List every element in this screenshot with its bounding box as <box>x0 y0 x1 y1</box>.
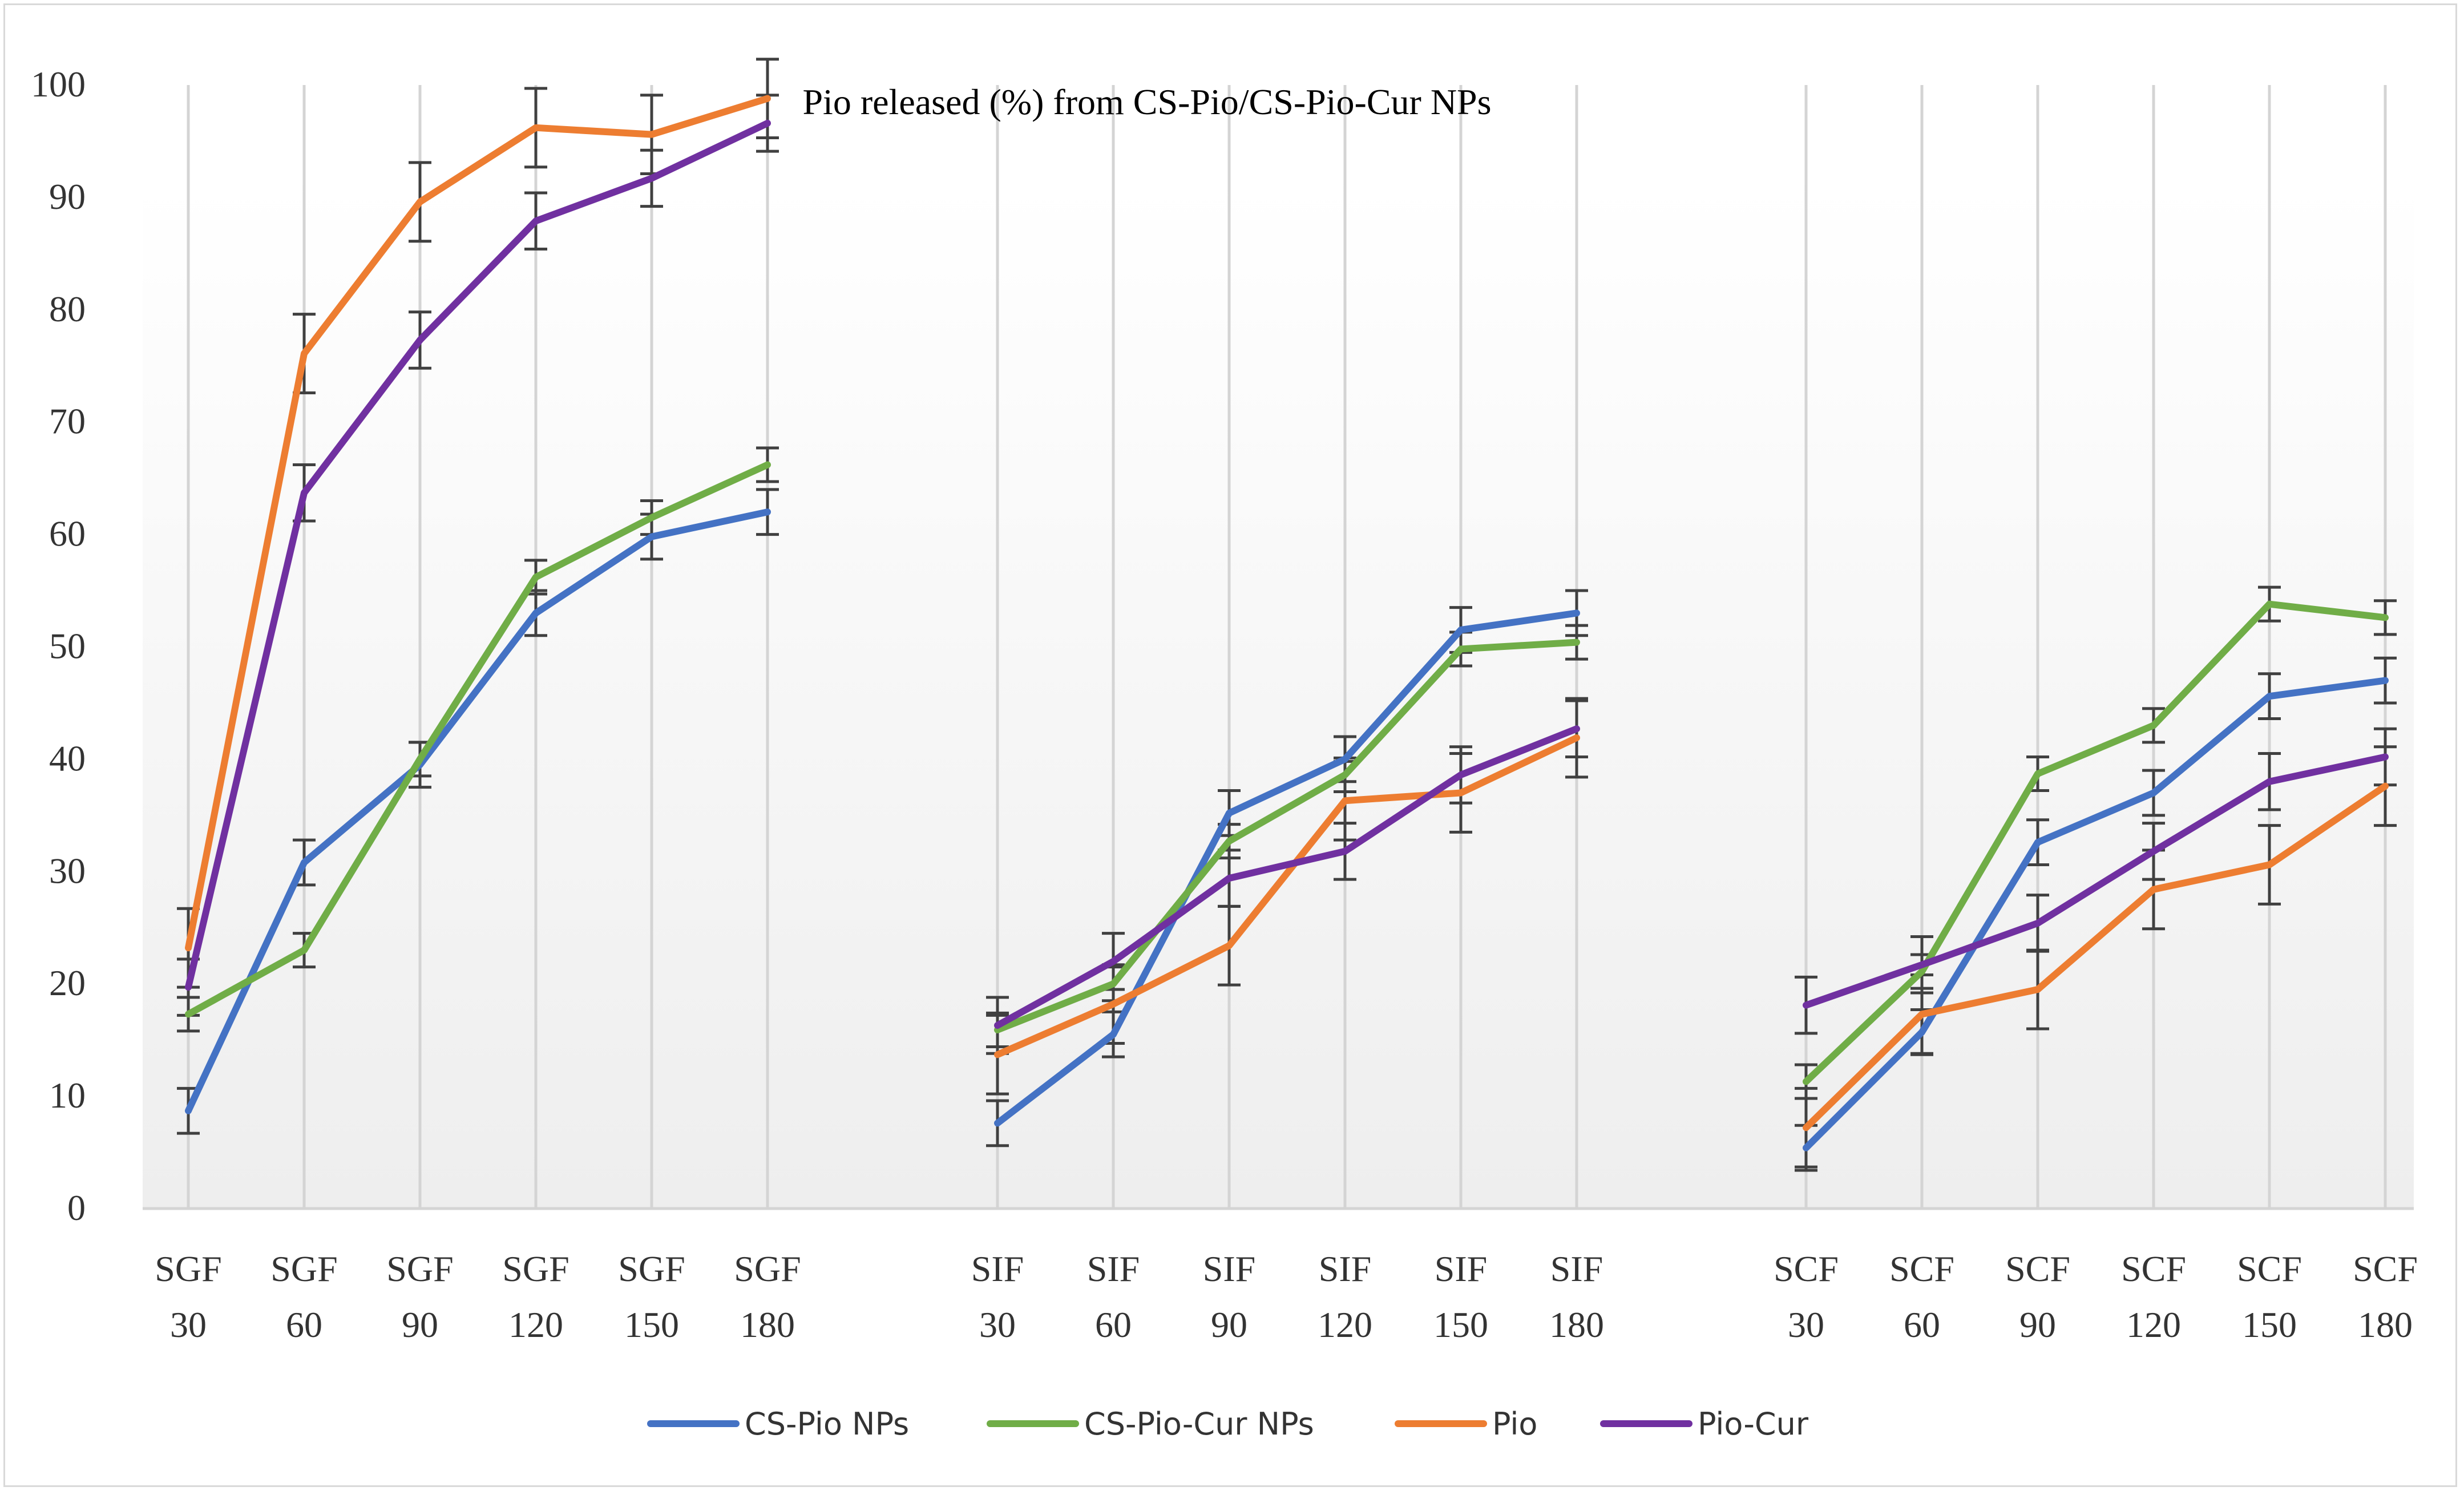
series-line-pio-sif <box>994 734 1580 1058</box>
x-tick-label-sgf-90: SGF 90 <box>386 1248 453 1345</box>
x-tick-label-sgf-180: SGF 180 <box>734 1248 801 1345</box>
series-line-cs-pio-nps-scf <box>1803 677 2389 1151</box>
legend-label-pio: Pio <box>1492 1406 1537 1442</box>
x-tick-label-sif-60: SIF 60 <box>1087 1248 1140 1345</box>
legend: CS-Pio NPs CS-Pio-Cur NPs Pio Pio-Cur <box>647 1406 1809 1442</box>
x-tick-label-sif-150: SIF 150 <box>1433 1248 1488 1345</box>
x-tick-label-sif-30: SIF 30 <box>971 1248 1024 1345</box>
x-tick-label-sgf-150: SGF 150 <box>618 1248 685 1345</box>
series-line-cs-pio-nps-sif <box>994 609 1580 1127</box>
series-lines <box>185 95 2389 1151</box>
series-line-cs-pio-cur-nps-sif <box>994 639 1580 1033</box>
y-tick-label-40: 40 <box>49 738 86 778</box>
y-tick-label-60: 60 <box>49 514 86 554</box>
series-line-cs-pio-cur-nps-scf <box>1803 600 2389 1085</box>
x-tick-label-sgf-60: SGF 60 <box>270 1248 337 1345</box>
series-line-cs-pio-nps-sgf <box>185 508 771 1114</box>
x-tick-label-sif-120: SIF 120 <box>1318 1248 1372 1345</box>
legend-label-pio-cur: Pio-Cur <box>1698 1406 1809 1442</box>
legend-label-cs-pio-cur-nps: CS-Pio-Cur NPs <box>1084 1406 1314 1442</box>
y-axis: 0 10 20 30 40 50 60 70 80 90 100 <box>31 64 86 1228</box>
series-line-pio-cur-sgf <box>185 119 771 991</box>
y-tick-label-90: 90 <box>49 176 86 217</box>
chart-title: Pio released (%) from CS-Pio/CS-Pio-Cur … <box>802 82 1491 122</box>
x-tick-label-sgf-30: SGF 30 <box>155 1248 221 1345</box>
y-tick-label-0: 0 <box>67 1187 86 1228</box>
y-tick-label-100: 100 <box>31 64 86 104</box>
y-tick-label-70: 70 <box>49 401 86 442</box>
x-tick-label-scf-30: SCF 30 <box>1774 1248 1839 1345</box>
x-tick-label-scf-120: SCF 120 <box>2121 1248 2186 1345</box>
x-axis: SGF 30 SGF 60 SGF 90 SGF 120 SGF 150 SGF 180 SIF 30 SI… <box>143 1207 2418 1345</box>
series-line-pio-scf <box>1803 782 2389 1132</box>
legend-label-cs-pio-nps: CS-Pio NPs <box>745 1406 909 1442</box>
x-tick-label-scf-150: SCF 150 <box>2237 1248 2302 1345</box>
x-tick-label-sif-90: SIF 90 <box>1203 1248 1256 1345</box>
x-tick-label-scf-60: SCF 60 <box>1889 1248 1954 1345</box>
y-tick-label-30: 30 <box>49 850 86 891</box>
series-line-pio-cur-scf <box>1803 753 2389 1009</box>
series-line-cs-pio-cur-nps-sgf <box>185 461 771 1018</box>
x-tick-label-sgf-120: SGF 120 <box>502 1248 569 1345</box>
x-tick-label-sif-180: SIF 180 <box>1549 1248 1604 1345</box>
series-line-pio-sgf <box>185 95 771 952</box>
y-tick-label-20: 20 <box>49 963 86 1003</box>
series-line-pio-cur-sif <box>994 725 1580 1029</box>
x-tick-label-scf-180: SCF 180 <box>2353 1248 2418 1345</box>
plot-area-background <box>143 183 2414 1210</box>
x-tick-label-scf-90: SCF 90 <box>2005 1248 2070 1345</box>
y-tick-label-80: 80 <box>49 289 86 329</box>
y-tick-label-50: 50 <box>49 626 86 666</box>
y-tick-label-10: 10 <box>49 1075 86 1116</box>
